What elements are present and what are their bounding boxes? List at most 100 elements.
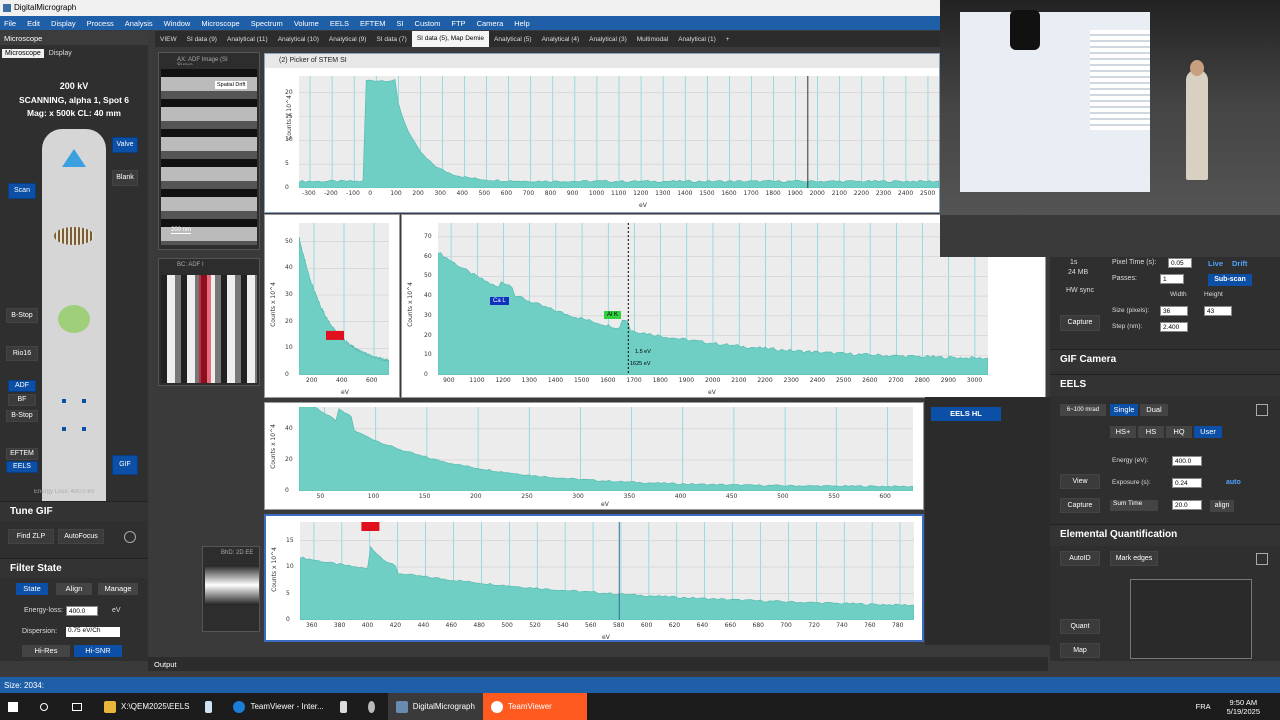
start-icon[interactable] — [0, 693, 32, 720]
menu-file[interactable]: File — [4, 18, 17, 28]
menu-edit[interactable]: Edit — [27, 18, 41, 28]
pixel-time-input[interactable] — [1168, 258, 1192, 268]
bstop-button[interactable]: B-Stop — [6, 308, 38, 323]
drift-button[interactable]: Drift — [1232, 259, 1248, 268]
mid-left-plot[interactable] — [299, 223, 389, 375]
exposure-input[interactable] — [1172, 478, 1202, 488]
taskbar-teamviewer[interactable]: TeamViewer — [482, 693, 587, 720]
bottom-plot[interactable] — [300, 522, 914, 620]
eels-capture-button[interactable]: Capture — [1060, 498, 1100, 513]
tab-analytical-3[interactable]: Analytical (3) — [589, 35, 627, 43]
blank-button[interactable]: Blank — [112, 170, 138, 186]
auto-button[interactable]: auto — [1226, 479, 1241, 486]
roi-marker[interactable] — [199, 275, 211, 383]
menu-microscope[interactable]: Microscope — [201, 18, 240, 28]
search-icon[interactable] — [32, 693, 64, 720]
refresh-icon[interactable] — [124, 531, 136, 543]
energy-input[interactable] — [1172, 456, 1202, 466]
mid-main-window[interactable]: Counts x 10^4 eV Ca L Al K 1.5 eV 1625 e… — [401, 214, 1046, 398]
live-button[interactable]: Live — [1208, 259, 1224, 268]
tab-microscope[interactable]: Microscope — [2, 49, 44, 58]
ca-l-edge-label[interactable]: Ca L — [490, 297, 509, 305]
lower-plot[interactable] — [299, 407, 913, 491]
eels-button[interactable]: EELS — [6, 461, 38, 473]
rio16-button[interactable]: Rio16 — [6, 346, 38, 361]
menu-analysis[interactable]: Analysis — [124, 18, 153, 28]
tab-si-data-7[interactable]: SI data (7) — [376, 35, 407, 43]
single-button[interactable]: Single — [1110, 404, 1138, 416]
dispersion-select[interactable]: 0.75 eV/Ch — [66, 627, 120, 637]
bf-button[interactable]: BF — [8, 394, 36, 406]
align-button[interactable]: align — [1210, 500, 1234, 512]
aperture-select[interactable]: 6~100 mrad — [1060, 404, 1106, 416]
tab-state[interactable]: State — [16, 583, 48, 595]
picker-window[interactable]: (2) Picker of STEM SI Counts x 10^4 eV -… — [264, 53, 940, 213]
bottom-window[interactable]: Counts x 10^4 eV 360 380 400 420 440 460 480 50… — [264, 514, 924, 642]
menu-custom[interactable]: Custom — [414, 18, 441, 28]
passes-input[interactable] — [1160, 274, 1184, 284]
taskbar-digitalmicrograph[interactable]: DigitalMicrograph — [387, 693, 483, 720]
autoid-button[interactable]: AutoID — [1060, 551, 1100, 566]
tab-analytical-11[interactable]: Analytical (11) — [226, 35, 268, 43]
mode-hs[interactable]: HS — [1138, 426, 1164, 438]
adf-button[interactable]: ADF — [8, 380, 36, 392]
map-button[interactable]: Map — [1060, 643, 1100, 658]
mid-left-window[interactable]: Counts x 10^4 eV 200 400 600 0 10 20 30 40 50 — [264, 214, 400, 398]
tab-analytical-5[interactable]: Analytical (5) — [494, 35, 532, 43]
tab-manage[interactable]: Manage — [98, 583, 138, 595]
eels-settings-icon[interactable] — [1256, 404, 1268, 416]
menu-help[interactable]: Help — [514, 18, 530, 28]
lower-window[interactable]: Counts x 10^4 eV 50 100 150 200 250 300 350 400… — [264, 402, 924, 510]
menu-eels[interactable]: EELS — [329, 18, 350, 28]
adf-thumb-window[interactable]: AX: ADF Image (SI Surve Spatial Drift 20… — [158, 52, 260, 250]
tab-multimodal[interactable]: Multimodal — [636, 35, 669, 43]
menu-camera[interactable]: Camera — [476, 18, 504, 28]
size-width-input[interactable] — [1160, 306, 1188, 316]
taskbar-teamviewer-browser[interactable]: TeamViewer - Inter... — [225, 693, 331, 720]
menu-window[interactable]: Window — [163, 18, 191, 28]
scan-button[interactable]: Scan — [8, 183, 36, 199]
mid-main-plot[interactable] — [438, 223, 988, 375]
hi-snr-button[interactable]: Hi-SNR — [74, 645, 122, 657]
sum-time-select[interactable]: Sum Time — [1110, 500, 1158, 511]
menu-process[interactable]: Process — [86, 18, 114, 28]
energy-loss-input[interactable] — [66, 606, 98, 616]
bstop2-button[interactable]: B-Stop — [6, 410, 38, 422]
output-bar[interactable]: Output — [148, 657, 1048, 671]
find-zlp-button[interactable]: Find ZLP — [8, 529, 54, 544]
gif-button[interactable]: GIF — [112, 455, 138, 475]
al-k-edge-label[interactable]: Al K — [604, 311, 622, 319]
tab-si-data-9[interactable]: SI data (9) — [186, 35, 217, 43]
adf2-thumb-window[interactable]: BC: ADF I — [158, 258, 260, 386]
tab-analytical-10[interactable]: Analytical (10) — [277, 35, 319, 43]
sub-scan-button[interactable]: Sub-scan — [1208, 274, 1252, 286]
tab-display[interactable]: Display — [48, 50, 72, 57]
step-input[interactable] — [1160, 322, 1188, 332]
language-indicator[interactable]: FRA — [1195, 702, 1211, 711]
size-height-input[interactable] — [1204, 306, 1232, 316]
eels2d-thumb-window[interactable]: BhD: 2D EE — [202, 546, 260, 632]
mode-hs-plus[interactable]: HS+ — [1110, 426, 1136, 438]
taskbar-explorer[interactable]: X:\QEM2025\EELS — [96, 693, 197, 720]
valve-button[interactable]: Valve — [112, 137, 138, 153]
tab-view[interactable]: VIEW — [160, 35, 177, 43]
tab-analytical-9[interactable]: Analytical (9) — [328, 35, 367, 43]
menu-volume[interactable]: Volume — [293, 18, 319, 28]
sum-time-input[interactable] — [1172, 500, 1202, 510]
hi-res-button[interactable]: Hi-Res — [22, 645, 70, 657]
eels-view-button[interactable]: View — [1060, 474, 1100, 489]
menu-display[interactable]: Display — [51, 18, 76, 28]
tab-si-data-5[interactable]: SI data (5), Map Demie — [411, 31, 490, 47]
task-view-icon[interactable] — [64, 693, 96, 720]
mark-edges-button[interactable]: Mark edges — [1110, 551, 1158, 566]
notepad-icon[interactable] — [197, 693, 225, 720]
mode-hq[interactable]: HQ — [1166, 426, 1192, 438]
mode-user[interactable]: User — [1194, 426, 1222, 438]
tab-analytical-4[interactable]: Analytical (4) — [541, 35, 580, 43]
eels-hl-button[interactable]: EELS HL — [931, 407, 1001, 421]
menu-spectrum[interactable]: Spectrum — [250, 18, 283, 28]
menu-ftp[interactable]: FTP — [451, 18, 466, 28]
vim-icon[interactable] — [332, 693, 360, 720]
eftem-button[interactable]: EFTEM — [6, 448, 38, 460]
top-spectrum-plot[interactable] — [299, 76, 939, 188]
